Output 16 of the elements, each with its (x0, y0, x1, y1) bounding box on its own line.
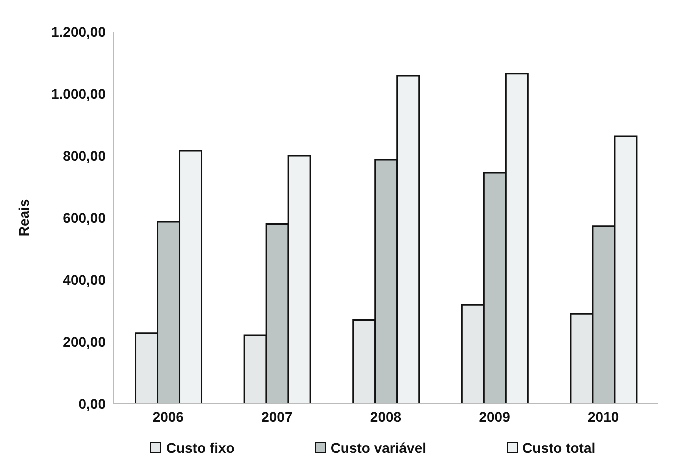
x-tick-label: 2009 (479, 408, 511, 425)
legend-label: Custo total (522, 440, 596, 456)
y-tick-label: 0,00 (78, 396, 106, 412)
legend-label: Custo variável (330, 440, 427, 456)
y-axis-title: Reais (16, 199, 32, 237)
x-tick-label: 2010 (588, 408, 620, 425)
x-tick-label: 2007 (262, 408, 293, 425)
y-tick-label: 200,00 (63, 334, 106, 350)
y-tick-label: 1.200,00 (52, 24, 106, 40)
x-tick-label: 2008 (370, 408, 402, 425)
legend-label: Custo fixo (166, 440, 235, 456)
y-tick-label: 800,00 (63, 148, 106, 164)
y-tick-label: 600,00 (63, 210, 106, 226)
y-tick-label: 1.000,00 (52, 86, 106, 102)
x-tick-label: 2006 (152, 408, 184, 425)
y-tick-label: 400,00 (63, 272, 106, 288)
